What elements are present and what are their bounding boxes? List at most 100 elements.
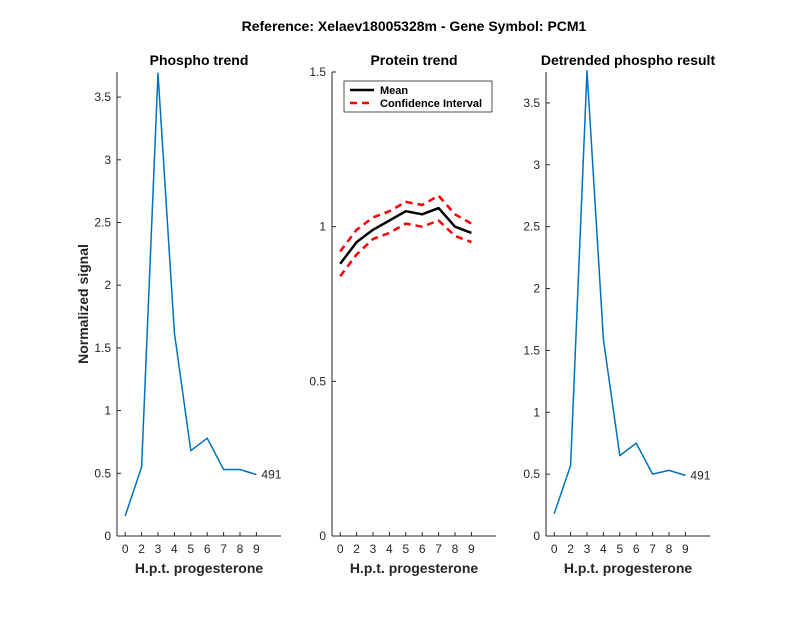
x-axis-label: H.p.t. progesterone — [350, 560, 479, 576]
y-tick-label: 3 — [533, 158, 540, 172]
data-point — [356, 229, 358, 231]
x-tick-label: 8 — [666, 542, 673, 556]
y-tick-label: 1.5 — [94, 341, 111, 355]
data-point — [421, 204, 423, 206]
x-tick-label: 8 — [452, 542, 459, 556]
data-point — [421, 226, 423, 228]
x-tick-label: 4 — [171, 542, 178, 556]
data-point — [602, 338, 604, 340]
x-tick-label: 0 — [551, 542, 558, 556]
data-point — [157, 72, 159, 74]
data-point — [206, 437, 208, 439]
y-tick-label: 3.5 — [94, 90, 111, 104]
y-tick-label: 1 — [104, 404, 111, 418]
series-line — [124, 72, 257, 517]
y-tick-label: 0 — [319, 529, 326, 543]
y-tick-label: 1.5 — [523, 343, 540, 357]
x-tick-label: 5 — [616, 542, 623, 556]
x-tick-label: 5 — [402, 542, 409, 556]
data-point — [372, 229, 374, 231]
x-axis-label: H.p.t. progesterone — [564, 560, 693, 576]
data-point — [356, 254, 358, 256]
data-point — [124, 515, 126, 517]
data-point — [339, 250, 341, 252]
data-point — [388, 232, 390, 234]
x-tick-label: 9 — [468, 542, 475, 556]
series-line — [339, 206, 472, 265]
panel-title: Detrended phospho result — [541, 52, 716, 68]
x-tick-label: 2 — [567, 542, 574, 556]
data-point — [239, 469, 241, 471]
y-tick-label: 2 — [533, 282, 540, 296]
data-point — [570, 464, 572, 466]
legend-entry: Mean — [380, 85, 408, 97]
data-point — [372, 216, 374, 218]
data-point — [553, 513, 555, 515]
data-point — [668, 469, 670, 471]
data-point — [684, 474, 686, 476]
data-point — [421, 213, 423, 215]
data-point — [454, 226, 456, 228]
x-tick-label: 3 — [370, 542, 377, 556]
x-axis-label: H.p.t. progesterone — [135, 560, 264, 576]
x-tick-label: 6 — [204, 542, 211, 556]
y-tick-label: 0.5 — [309, 374, 326, 388]
data-point — [405, 201, 407, 203]
data-point — [372, 238, 374, 240]
y-tick-label: 1 — [319, 220, 326, 234]
panel-title: Protein trend — [370, 52, 457, 68]
data-point — [223, 469, 225, 471]
data-point — [255, 474, 257, 476]
data-point — [173, 332, 175, 334]
data-point — [652, 473, 654, 475]
x-tick-label: 5 — [187, 542, 194, 556]
figure-title: Reference: Xelaev18005328m - Gene Symbol… — [242, 18, 587, 34]
x-tick-label: 3 — [584, 542, 591, 556]
data-point — [470, 223, 472, 225]
y-tick-label: 2 — [104, 278, 111, 292]
x-tick-label: 9 — [682, 542, 689, 556]
line-end-annotation: 491 — [261, 468, 281, 482]
x-tick-label: 3 — [155, 542, 162, 556]
x-tick-label: 4 — [600, 542, 607, 556]
x-tick-label: 6 — [633, 542, 640, 556]
data-point — [586, 70, 588, 72]
x-tick-label: 2 — [353, 542, 360, 556]
series-line — [553, 70, 686, 514]
data-point — [438, 207, 440, 209]
data-point — [619, 455, 621, 457]
legend-entry: Confidence Interval — [380, 98, 482, 110]
y-tick-label: 0.5 — [94, 466, 111, 480]
x-tick-label: 7 — [220, 542, 227, 556]
data-point — [356, 241, 358, 243]
data-point — [454, 235, 456, 237]
series-line — [339, 219, 472, 277]
line-end-annotation: 491 — [690, 468, 710, 482]
y-tick-label: 0 — [104, 529, 111, 543]
legend-box — [343, 80, 493, 113]
y-tick-label: 0 — [533, 529, 540, 543]
data-point — [190, 450, 192, 452]
data-point — [141, 466, 143, 468]
data-point — [388, 210, 390, 212]
data-point — [470, 241, 472, 243]
data-point — [438, 219, 440, 221]
y-tick-label: 3 — [104, 153, 111, 167]
y-tick-label: 0.5 — [523, 467, 540, 481]
x-tick-label: 7 — [649, 542, 656, 556]
x-tick-label: 4 — [386, 542, 393, 556]
data-point — [438, 195, 440, 197]
x-tick-label: 0 — [122, 542, 129, 556]
data-point — [454, 213, 456, 215]
x-tick-label: 6 — [419, 542, 426, 556]
data-point — [405, 210, 407, 212]
data-point — [339, 263, 341, 265]
y-tick-label: 1.5 — [309, 65, 326, 79]
x-tick-label: 7 — [435, 542, 442, 556]
data-point — [388, 219, 390, 221]
